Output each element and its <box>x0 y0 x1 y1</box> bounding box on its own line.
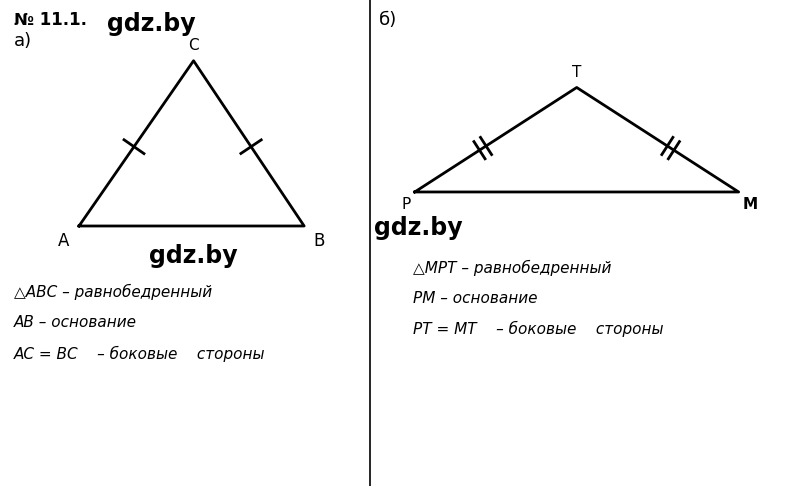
Text: AB – основание: AB – основание <box>14 315 137 330</box>
Text: № 11.1.: № 11.1. <box>14 11 87 29</box>
Text: T: T <box>572 65 581 80</box>
Text: gdz.by: gdz.by <box>107 12 195 36</box>
Text: C: C <box>188 38 199 53</box>
Text: A: A <box>58 232 70 250</box>
Text: gdz.by: gdz.by <box>149 244 238 268</box>
Text: △ABC – равнобедренный: △ABC – равнобедренный <box>14 284 213 300</box>
Text: а): а) <box>14 32 32 50</box>
Text: P: P <box>401 197 411 212</box>
Text: PT = MT    – боковые    стороны: PT = MT – боковые стороны <box>413 321 664 337</box>
Text: M: M <box>743 197 758 212</box>
Text: AC = BC    – боковые    стороны: AC = BC – боковые стороны <box>14 346 265 362</box>
Text: PM – основание: PM – основание <box>413 291 538 306</box>
Text: B: B <box>314 232 325 250</box>
Text: gdz.by: gdz.by <box>374 216 462 240</box>
Text: △MPT – равнобедренный: △MPT – равнобедренный <box>413 260 611 276</box>
Text: б): б) <box>379 11 397 29</box>
